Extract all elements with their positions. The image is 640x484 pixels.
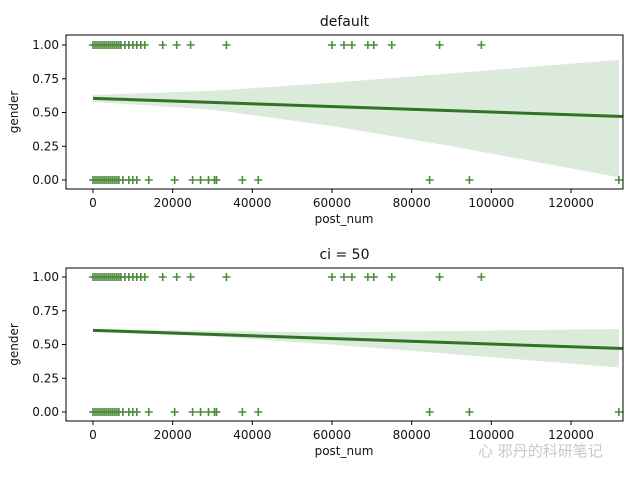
data-point <box>347 273 356 281</box>
chart-title: default <box>320 14 370 30</box>
data-point <box>140 273 149 281</box>
data-point <box>425 176 434 184</box>
y-tick-label: 0.00 <box>32 405 59 419</box>
data-point <box>339 273 348 281</box>
data-point <box>188 176 197 184</box>
confidence-band <box>93 59 619 178</box>
data-point <box>186 41 195 49</box>
y-tick-label: 0.75 <box>32 72 59 86</box>
data-point <box>196 176 205 184</box>
data-point <box>387 273 396 281</box>
y-axis-label: gender <box>7 323 21 366</box>
x-tick-label: 0 <box>89 428 97 442</box>
x-tick-label: 60000 <box>313 196 351 210</box>
data-point <box>170 176 179 184</box>
x-tick-label: 80000 <box>393 196 431 210</box>
data-point <box>132 408 141 416</box>
data-point <box>158 273 167 281</box>
regression-line <box>92 328 624 351</box>
y-tick-label: 0.00 <box>32 173 59 187</box>
data-point <box>158 41 167 49</box>
data-point <box>614 176 623 184</box>
data-point <box>144 408 153 416</box>
data-point <box>339 41 348 49</box>
x-tick-label: 40000 <box>233 428 271 442</box>
data-point <box>328 41 336 49</box>
data-point <box>172 273 181 281</box>
data-point <box>465 408 474 416</box>
confidence-band <box>93 328 619 368</box>
y-tick-label: 0.25 <box>32 371 59 385</box>
data-point <box>172 41 181 49</box>
y-axis-label: gender <box>7 91 21 134</box>
data-point <box>144 176 153 184</box>
data-point <box>387 41 396 49</box>
data-point <box>477 273 486 281</box>
x-tick-label: 20000 <box>154 428 192 442</box>
data-point <box>347 41 356 49</box>
data-point <box>140 41 149 49</box>
chart-title: ci = 50 <box>319 247 369 263</box>
y-tick-label: 1.00 <box>32 38 59 52</box>
data-point <box>425 408 434 416</box>
x-tick-label: 100000 <box>468 428 514 442</box>
plot-default: 0.00 0.25 0.50 0.75 1.00 0 20000 40000 60000 8000… <box>7 14 624 226</box>
x-tick-label: 40000 <box>233 196 271 210</box>
data-point <box>614 408 623 416</box>
x-tick-label: 80000 <box>393 428 431 442</box>
x-axis-label: post_num <box>315 212 374 226</box>
y-tick-label: 0.75 <box>32 304 59 318</box>
x-axis-label: post_num <box>315 444 374 458</box>
data-point <box>186 273 195 281</box>
data-point <box>238 408 247 416</box>
plot-ci-50: 0.00 0.25 0.50 0.75 1.00 0 20000 40000 60000 8000… <box>7 247 624 458</box>
data-point <box>188 408 197 416</box>
data-point <box>328 273 336 281</box>
x-tick-label: 0 <box>89 196 97 210</box>
data-point <box>435 41 444 49</box>
data-point <box>170 408 179 416</box>
data-point <box>254 408 263 416</box>
data-point <box>222 41 231 49</box>
data-point <box>477 41 486 49</box>
regression-line <box>92 96 624 119</box>
y-tick-label: 0.50 <box>32 106 59 120</box>
data-point <box>465 176 474 184</box>
x-tick-label: 100000 <box>468 196 514 210</box>
data-point <box>435 273 444 281</box>
x-tick-label: 120000 <box>548 196 594 210</box>
x-tick-label: 20000 <box>154 196 192 210</box>
data-point <box>238 176 247 184</box>
y-tick-label: 1.00 <box>32 270 59 284</box>
x-tick-label: 120000 <box>548 428 594 442</box>
data-point <box>196 408 205 416</box>
y-tick-label: 0.50 <box>32 338 59 352</box>
data-point <box>212 176 221 184</box>
data-point <box>369 273 378 281</box>
data-point <box>132 176 141 184</box>
data-point <box>254 176 263 184</box>
data-point <box>212 408 221 416</box>
y-tick-label: 0.25 <box>32 139 59 153</box>
x-tick-label: 60000 <box>313 428 351 442</box>
data-point <box>369 41 378 49</box>
data-point <box>222 273 231 281</box>
watermark: 心 邪丹的科研笔记 <box>478 442 603 460</box>
